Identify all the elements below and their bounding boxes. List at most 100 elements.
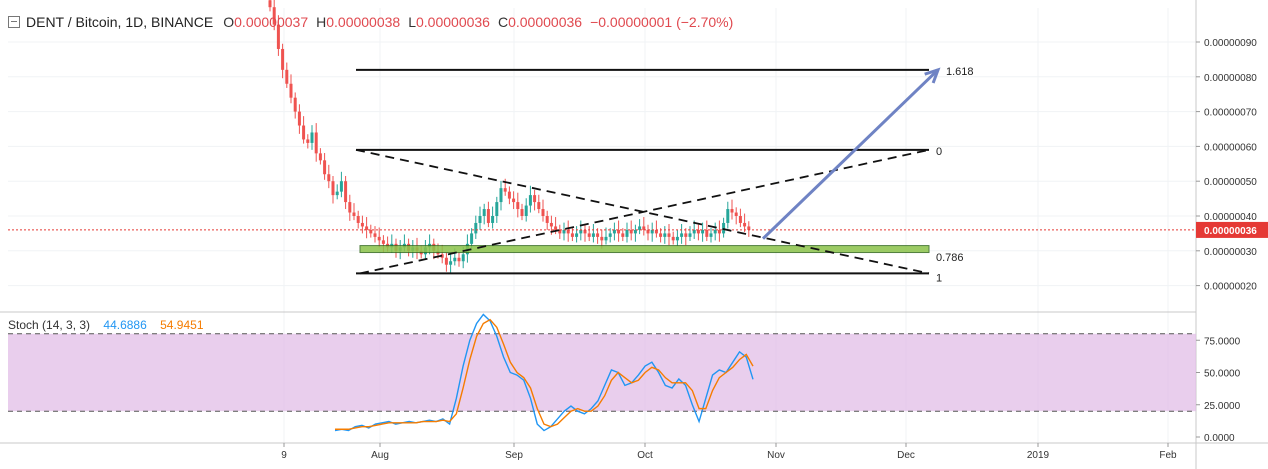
high-label: H — [316, 14, 327, 30]
candle-body — [449, 261, 453, 265]
candle-body — [591, 233, 595, 237]
candle-body — [289, 83, 293, 98]
candle-body — [520, 209, 524, 216]
candle-body — [604, 236, 608, 241]
candle-body — [608, 233, 612, 237]
last-price-tag — [1196, 221, 1268, 238]
candle-body — [444, 257, 448, 265]
time-tick-label: Feb — [1159, 450, 1177, 461]
candle-body — [558, 229, 562, 234]
change-value: −0.00000001 (−2.70%) — [590, 14, 734, 30]
low-value: 0.00000036 — [416, 14, 490, 30]
candle-body — [675, 236, 679, 241]
candle-body — [621, 233, 625, 237]
candle-body — [579, 229, 583, 234]
candle-body — [638, 226, 642, 230]
candle-body — [461, 254, 465, 262]
candle-body — [671, 236, 675, 241]
candle-body — [566, 229, 570, 234]
candle-body — [512, 198, 516, 203]
stoch-k-value: 44.6886 — [103, 318, 147, 332]
stoch-tick-label: 0.0000 — [1204, 433, 1235, 444]
candle-body — [545, 216, 549, 223]
candle-body — [596, 233, 600, 237]
candle-body — [377, 236, 381, 241]
stoch-band-fill — [8, 333, 1196, 412]
candle-body — [562, 229, 566, 234]
candle-body — [499, 188, 503, 203]
stoch-band — [8, 333, 1196, 412]
candle-body — [281, 48, 285, 70]
candle-body — [474, 222, 478, 234]
stoch-legend: Stoch (14, 3, 3) 44.6886 54.9451 — [8, 318, 204, 332]
stoch-name: Stoch (14, 3, 3) — [8, 318, 91, 332]
candle-body — [587, 233, 591, 237]
candle-body — [331, 181, 335, 196]
candle-body — [713, 229, 717, 234]
candle-body — [696, 229, 700, 234]
candle-body — [692, 229, 696, 234]
candle-body — [633, 229, 637, 234]
candle-body — [440, 254, 444, 258]
time-tick-label: 9 — [281, 450, 287, 461]
chart-legend: DENT / Bitcoin, 1D, BINANCE O 0.00000037 … — [8, 14, 741, 30]
candle-body — [533, 195, 537, 203]
candle-body — [575, 233, 579, 237]
stoch-tick-label: 50.0000 — [1204, 369, 1241, 380]
candle-body — [625, 229, 629, 237]
candle-body — [717, 229, 721, 234]
candle-body — [268, 0, 272, 8]
price-tick-label: 0.00000020 — [1204, 282, 1257, 293]
fib-label: 0.786 — [936, 252, 964, 264]
time-tick-label: Sep — [505, 450, 523, 461]
candle-body — [570, 233, 574, 237]
candle-body — [470, 233, 474, 244]
fib-label: 1.618 — [946, 66, 974, 78]
candle-body — [537, 202, 541, 210]
candle-body — [684, 233, 688, 237]
candle-body — [302, 125, 306, 140]
symbol-title: DENT / Bitcoin, 1D, BINANCE — [26, 14, 214, 30]
open-label: O — [223, 14, 235, 30]
stoch-tick-label: 25.0000 — [1204, 401, 1241, 412]
candle-body — [734, 212, 738, 216]
candle-body — [306, 139, 310, 143]
price-tick-label: 0.00000090 — [1204, 38, 1257, 49]
candle-body — [356, 216, 360, 223]
candle-body — [369, 229, 373, 234]
candle-body — [541, 209, 545, 216]
candle-body — [583, 229, 587, 234]
stoch-d-value: 54.9451 — [160, 318, 204, 332]
candle-body — [709, 233, 713, 237]
candle-body — [344, 181, 348, 203]
candle-body — [310, 132, 314, 143]
collapse-icon[interactable] — [8, 16, 20, 28]
candle-body — [272, 7, 276, 25]
candle-body — [453, 257, 457, 262]
price-tick-label: 0.00000080 — [1204, 73, 1257, 84]
candle-body — [600, 236, 604, 241]
candle-body — [701, 229, 705, 234]
candle-body — [365, 226, 369, 230]
candle-body — [507, 191, 511, 199]
candle-body — [747, 226, 751, 230]
candle-body — [528, 195, 532, 206]
candle-body — [646, 229, 650, 234]
candle-body — [730, 209, 734, 213]
candle-body — [327, 174, 331, 182]
candle-body — [554, 226, 558, 230]
candle-body — [339, 181, 343, 192]
price-tick-label: 0.00000060 — [1204, 142, 1257, 153]
candle-body — [524, 205, 528, 216]
candle-body — [323, 160, 327, 175]
candle-body — [680, 233, 684, 237]
candle-body — [654, 229, 658, 234]
close-label: C — [497, 14, 509, 30]
candle-body — [491, 216, 495, 223]
candle-body — [495, 202, 499, 216]
candle-body — [738, 216, 742, 223]
candle-body — [276, 24, 280, 49]
fib-drawings: 0.00000036 1.618 0 0.786 1 — [8, 66, 1268, 284]
close-value: 0.00000036 — [508, 14, 583, 30]
